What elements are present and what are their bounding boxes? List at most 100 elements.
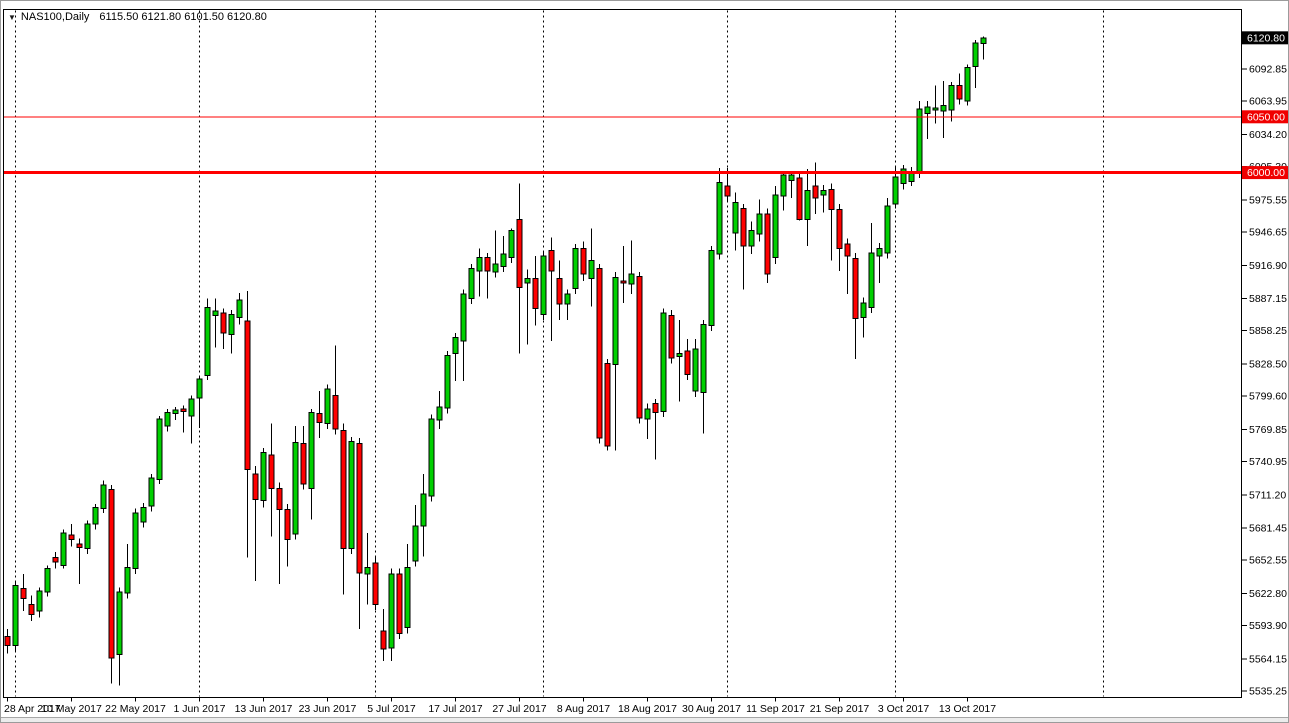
candle-down [356,443,363,574]
candle-down [68,534,75,541]
level-price-tag-label: 6050.00 [1247,111,1285,123]
candle-down [764,213,771,275]
candle-down [652,403,659,413]
candle-down [276,487,283,510]
candle-up [44,568,51,593]
candle-up [772,194,779,258]
date-tick-label: 17 Jul 2017 [428,703,482,715]
price-tick-label: 5681.45 [1249,522,1287,534]
candle-up [164,411,171,427]
candle-up [924,106,931,114]
candle-down [484,256,491,272]
candle-up [492,263,499,273]
candle-up [508,230,515,258]
candle-down [284,508,291,541]
candle-down [76,543,83,548]
date-tick-label: 18 Aug 2017 [618,703,677,715]
candle-up [628,273,635,285]
candle-down [724,185,731,197]
price-tick-label: 5622.80 [1249,588,1287,600]
date-tick-label: 23 Jun 2017 [299,703,357,715]
candle-up [860,302,867,319]
date-tick-label: 5 Jul 2017 [367,703,416,715]
price-tick-label: 6063.95 [1249,96,1287,108]
candle-up [788,174,795,181]
price-tick-label: 5711.20 [1249,489,1286,501]
candle-up [348,440,355,550]
candle-down [380,630,387,650]
candle-up [892,176,899,205]
candle-up [156,418,163,480]
candle-up [868,252,875,309]
level-price-tag-label: 6000.00 [1247,167,1285,179]
candle-up [452,337,459,354]
candle-up [228,313,235,335]
candle-up [692,348,699,392]
level-price-tag [1242,166,1288,180]
candle-up [412,525,419,562]
candle-down [740,207,747,247]
price-tick-label: 5740.95 [1249,456,1287,468]
window-bottom-edge [1,717,1288,722]
candle-up [140,506,147,523]
date-tick-label: 1 Jun 2017 [174,703,226,715]
candle-up [572,247,579,290]
date-tick-label: 13 Jun 2017 [235,703,293,715]
candle-down [300,443,307,485]
candle-up [700,323,707,393]
candle-up [612,276,619,365]
price-tick-label: 5828.50 [1249,358,1287,370]
candle-up [900,168,907,185]
candle-down [812,185,819,199]
date-tick-label: 30 Aug 2017 [682,703,741,715]
candle-down [396,573,403,634]
candle-down [596,268,603,439]
candle-down [268,454,275,489]
price-tick-label: 5769.85 [1249,424,1287,436]
price-tick-label: 6092.85 [1249,64,1287,76]
candle-up [124,566,131,594]
candle-up [428,418,435,497]
candle-down [372,562,379,605]
candle-down [516,218,523,288]
candle-down [108,488,115,659]
candle-up [588,260,595,280]
candle-up [36,590,43,612]
candle-down [548,250,555,272]
candle-up [500,253,507,267]
candle-up [980,37,987,45]
candle-down [604,362,611,447]
time-axis[interactable] [3,699,1242,717]
plot-border [3,9,1242,698]
candle-up [116,591,123,656]
candle-up [444,355,451,409]
level-price-tag [1242,110,1288,124]
candle-up [404,566,411,629]
candle-up [748,230,755,247]
date-tick-label: 28 Apr 2017 [4,703,61,715]
candle-down [340,429,347,550]
candle-up [948,85,955,111]
candle-down [316,413,323,423]
price-tick-label: 5975.55 [1249,194,1287,206]
candle-up [780,174,787,197]
price-tick-label: 5593.90 [1249,620,1287,632]
candle-up [292,442,299,535]
candle-up [212,310,219,316]
candle-up [820,189,827,196]
candle-up [468,268,475,300]
candle-up [972,42,979,68]
candle-up [324,388,331,425]
price-tick-label: 5887.15 [1249,293,1287,305]
candle-down [580,247,587,275]
candle-up [84,523,91,550]
candle-down [28,603,35,615]
date-tick-label: 8 Aug 2017 [557,703,610,715]
current-price-tag [1242,31,1288,45]
price-axis[interactable] [1243,9,1288,699]
candle-up [540,255,547,315]
candle-up [260,452,267,502]
price-tick-label: 5799.60 [1249,391,1287,403]
candle-up [876,247,883,257]
